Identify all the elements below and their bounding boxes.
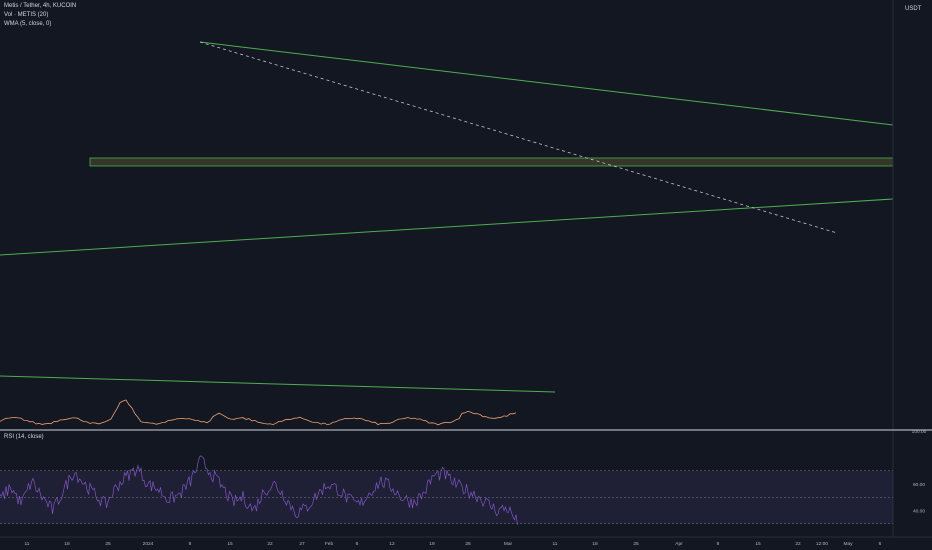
time-tick-label: 15 [755, 541, 761, 547]
time-tick-label: Apr [675, 541, 683, 547]
diagonal-dashed-line [199, 41, 838, 234]
time-tick-label: 11 [25, 541, 30, 547]
time-tick-label: 6 [356, 541, 359, 547]
time-tick-label: Feb [325, 541, 334, 547]
time-tick-label: 12:00 [816, 541, 828, 547]
time-tick-label: 19 [429, 541, 435, 547]
time-tick-label: 18 [592, 541, 598, 547]
time-tick-label: 27 [299, 541, 305, 547]
rsi-tick-label: 60.00 [913, 482, 925, 488]
time-tick-label: 22 [267, 541, 273, 547]
time-tick-label: Mar [504, 541, 513, 547]
volume-trendline [0, 375, 556, 393]
time-tick-label: 15 [227, 541, 233, 547]
volume-wma-line [0, 399, 517, 426]
time-tick-label: 8 [189, 541, 192, 547]
support-band [89, 157, 895, 167]
time-tick-label: 25 [633, 541, 639, 547]
time-tick-label: 18 [64, 541, 70, 547]
upper-trendline [199, 41, 894, 126]
currency-label[interactable]: USDT [905, 6, 922, 12]
price-axis-background [893, 0, 932, 550]
time-tick-label: 22 [795, 541, 801, 547]
time-tick-label: 8 [717, 541, 720, 547]
rsi-line [0, 455, 518, 525]
rsi-tick-label: 40.00 [913, 508, 925, 514]
time-tick-label: 26 [465, 541, 471, 547]
rsi-legend: RSI (14, close) [4, 434, 44, 440]
time-tick-label: 12 [389, 541, 395, 547]
lower-trendline [0, 198, 894, 256]
wma-legend: WMA (5, close, 0) [4, 21, 52, 27]
time-tick-label: 2024 [143, 541, 154, 547]
symbol-legend: Metis / Tether, 4h, KUCOIN [4, 3, 77, 9]
time-tick-label: 11 [553, 541, 558, 547]
time-tick-label: May [843, 541, 853, 547]
time-tick-label: 6 [879, 541, 882, 547]
volume-legend: Vol · METIS (20) [4, 12, 49, 18]
rsi-tick-label: 100.00 [912, 429, 927, 435]
time-tick-label: 25 [105, 541, 111, 547]
